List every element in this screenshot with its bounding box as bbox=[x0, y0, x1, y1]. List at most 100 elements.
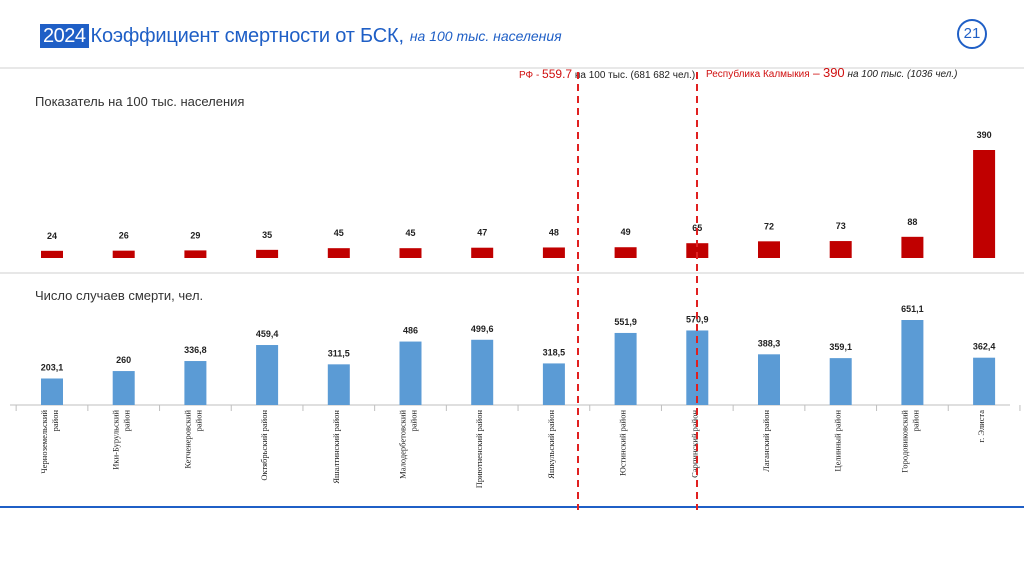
top-bar-0 bbox=[41, 250, 63, 258]
page-title: Коэффициент смертности от БСК, bbox=[90, 24, 405, 47]
bottom-bar-11 bbox=[829, 358, 852, 405]
bottom-bar-label-10: 388,3 bbox=[758, 338, 781, 348]
kalmykia-annotation: Республика Калмыкия – 390 на 100 тыс. (1… bbox=[706, 65, 958, 80]
top-bar-11 bbox=[829, 241, 852, 258]
top-bar-2 bbox=[184, 250, 207, 258]
top-bar-5 bbox=[399, 248, 422, 258]
year-badge: 2024 bbox=[40, 24, 89, 48]
rf-value: 559.7 bbox=[542, 67, 572, 81]
category-label-10: Лаганский район bbox=[761, 410, 771, 472]
category-label-line-1-1: район bbox=[122, 410, 132, 432]
slide-title: 2024 Коэффициент смертности от БСК, на 1… bbox=[40, 24, 562, 48]
page-subtitle: на 100 тыс. населения bbox=[409, 28, 562, 44]
bottom-bar-label-7: 318,5 bbox=[543, 347, 566, 357]
rf-label-prefix: РФ - bbox=[519, 70, 542, 81]
category-label-line-1-0: Ики-Бурульский bbox=[111, 410, 121, 470]
kalmykia-tail: на 100 тыс. (1036 чел.) bbox=[845, 69, 958, 80]
rf-annotation: РФ - 559.7 на 100 тыс. (681 682 чел.) bbox=[519, 67, 695, 81]
top-bar-label-2: 29 bbox=[190, 230, 200, 240]
top-bar-label-8: 49 bbox=[621, 227, 631, 237]
top-bar-label-7: 48 bbox=[549, 227, 559, 237]
category-label-5: Малодербетовский район bbox=[398, 410, 419, 479]
bottom-bar-4 bbox=[327, 364, 350, 405]
bottom-bar-6 bbox=[471, 339, 494, 405]
top-bar-label-6: 47 bbox=[477, 228, 487, 238]
top-bar-label-5: 45 bbox=[405, 228, 415, 238]
category-label-line-4-0: Яшалтинский район bbox=[331, 410, 341, 484]
bottom-bar-label-8: 551,9 bbox=[614, 317, 637, 327]
kalmykia-dash: – bbox=[810, 66, 823, 80]
category-label-line-6-0: Приютненский район bbox=[474, 410, 484, 489]
bottom-bar-7 bbox=[542, 363, 565, 405]
category-label-line-8-0: Юстинский район bbox=[618, 410, 628, 476]
category-label-8: Юстинский район bbox=[618, 410, 628, 476]
category-label-line-12-1: район bbox=[910, 410, 920, 432]
bottom-bar-label-13: 362,4 bbox=[973, 342, 996, 352]
category-label-line-5-0: Малодербетовский bbox=[398, 410, 408, 479]
bottom-bar-label-12: 651,1 bbox=[901, 304, 924, 314]
kalmykia-value: 390 bbox=[823, 65, 845, 80]
category-label-11: Целинный район bbox=[833, 410, 843, 472]
category-label-line-2-1: район bbox=[193, 410, 203, 432]
category-label-line-13-0: г. Элиста bbox=[976, 410, 986, 443]
category-label-9: Сарпинский район bbox=[689, 410, 699, 478]
bottom-bar-label-2: 336,8 bbox=[184, 345, 207, 355]
category-label-line-2-0: Кетченеровский bbox=[182, 410, 192, 469]
bottom-bar-label-11: 359,1 bbox=[829, 342, 852, 352]
category-label-line-11-0: Целинный район bbox=[833, 410, 843, 472]
top-bar-13 bbox=[973, 150, 996, 258]
category-label-line-0-0: Черноземельский bbox=[39, 410, 49, 474]
category-label-6: Приютненский район bbox=[474, 410, 484, 489]
bottom-bar-label-3: 459,4 bbox=[256, 329, 279, 339]
kalmykia-label: Республика Калмыкия bbox=[706, 68, 810, 80]
category-label-line-0-1: район bbox=[50, 410, 60, 432]
top-bar-9 bbox=[686, 243, 709, 258]
top-bar-3 bbox=[256, 249, 279, 258]
category-label-line-5-1: район bbox=[409, 410, 419, 432]
bottom-bar-2 bbox=[184, 361, 207, 405]
bottom-bar-3 bbox=[256, 345, 279, 405]
bottom-axis-ticks bbox=[15, 405, 1021, 411]
bottom-bar-label-0: 203,1 bbox=[41, 362, 64, 372]
category-label-7: Яшкульский район bbox=[546, 410, 556, 479]
bottom-bar-12 bbox=[901, 320, 924, 405]
top-bar-label-4: 45 bbox=[334, 228, 344, 238]
top-chart-title: Показатель на 100 тыс. населения bbox=[35, 94, 244, 109]
top-bar-label-11: 73 bbox=[836, 221, 846, 231]
bottom-bar-label-6: 499,6 bbox=[471, 324, 494, 334]
category-label-13: г. Элиста bbox=[976, 410, 986, 443]
bottom-bar-10 bbox=[758, 354, 780, 405]
bottom-bar-13 bbox=[973, 357, 996, 405]
bottom-chart-title: Число случаев смерти, чел. bbox=[35, 288, 203, 303]
category-label-line-7-0: Яшкульский район bbox=[546, 410, 556, 479]
category-label-4: Яшалтинский район bbox=[331, 410, 341, 484]
top-bar-12 bbox=[901, 236, 924, 258]
bottom-bar-1 bbox=[112, 371, 135, 405]
category-label-line-12-0: Городовиковский bbox=[899, 410, 909, 473]
top-bar-7 bbox=[542, 247, 565, 258]
top-bar-label-1: 26 bbox=[119, 231, 129, 241]
category-label-1: Ики-Бурульский район bbox=[111, 410, 132, 470]
top-bar-label-3: 35 bbox=[262, 230, 272, 240]
category-label-2: Кетченеровский район bbox=[182, 410, 203, 469]
bottom-bar-0 bbox=[41, 378, 63, 405]
page-number-badge: 21 bbox=[957, 19, 987, 49]
top-bar-10 bbox=[758, 241, 780, 258]
top-bar-label-10: 72 bbox=[764, 221, 774, 231]
category-label-line-3-0: Октябрьский район bbox=[259, 410, 269, 481]
top-bar-label-0: 24 bbox=[47, 231, 57, 241]
top-bar-label-13: 390 bbox=[977, 130, 992, 140]
category-label-3: Октябрьский район bbox=[259, 410, 269, 481]
top-bar-label-12: 88 bbox=[907, 217, 917, 227]
category-label-line-9-0: Сарпинский район bbox=[689, 410, 699, 478]
category-labels: Черноземельский район Ики-Бурульский район К… bbox=[39, 410, 986, 489]
category-label-12: Городовиковский район bbox=[899, 410, 920, 473]
category-label-0: Черноземельский район bbox=[39, 410, 60, 474]
bottom-bar-label-5: 486 bbox=[403, 326, 418, 336]
bottom-bar-label-9: 570,9 bbox=[686, 314, 709, 324]
top-bar-6 bbox=[471, 247, 494, 258]
top-chart-bars: 24262935454547484965727388390 bbox=[41, 130, 996, 258]
category-label-line-10-0: Лаганский район bbox=[761, 410, 771, 472]
bottom-bar-label-4: 311,5 bbox=[328, 348, 350, 358]
